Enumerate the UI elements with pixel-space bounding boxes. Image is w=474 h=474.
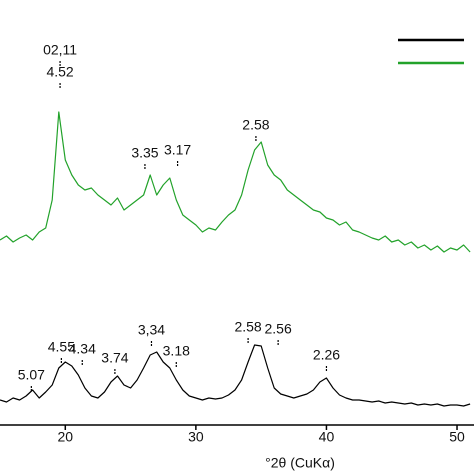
peak-label: 3.35: [131, 145, 158, 161]
series-line: [0, 344, 471, 407]
peak-label: 2.58: [242, 117, 269, 133]
peak-label: 4.55: [48, 339, 75, 355]
peak-label: 3.74: [101, 350, 128, 366]
x-axis-label: °2θ (CuKα): [265, 455, 335, 471]
peak-label: 3.17: [164, 142, 191, 158]
x-tick-label: 30: [188, 429, 204, 445]
x-tick-label: 50: [449, 429, 465, 445]
peak-label: 2.56: [265, 321, 292, 337]
peak-label: 2.58: [234, 319, 261, 335]
peak-label: 3.18: [163, 343, 190, 359]
series-line: [0, 111, 471, 253]
peak-label: 4.52: [46, 64, 73, 80]
x-tick-label: 20: [58, 429, 74, 445]
x-tick-label: 40: [319, 429, 335, 445]
peak-label: 5.07: [18, 367, 45, 383]
peak-label: 3,34: [138, 322, 165, 338]
peak-label: 2.26: [313, 347, 340, 363]
peak-label: 02,11: [43, 42, 77, 58]
peak-label: 4.34: [69, 341, 96, 357]
